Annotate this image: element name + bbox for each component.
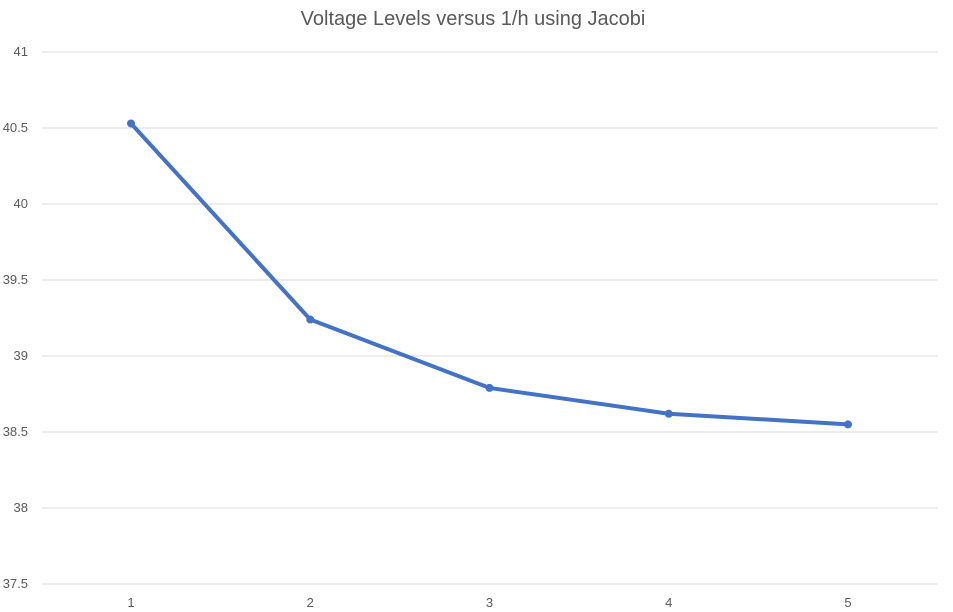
- y-tick-label: 38.5: [3, 424, 28, 439]
- y-tick-label: 37.5: [3, 576, 28, 591]
- data-point: [664, 409, 673, 418]
- y-tick-label: 41: [14, 44, 28, 59]
- data-point: [306, 315, 315, 324]
- y-tick-label: 40: [14, 196, 28, 211]
- y-tick-label: 40.5: [3, 120, 28, 135]
- x-tick-label: 5: [844, 595, 851, 610]
- chart-title: Voltage Levels versus 1/h using Jacobi: [301, 8, 646, 30]
- series-line: [129, 121, 850, 427]
- data-point: [127, 119, 135, 128]
- x-tick-label: 3: [486, 595, 493, 610]
- gridlines: [42, 51, 938, 585]
- series-group: [127, 119, 852, 429]
- x-axis-tick-labels: 1 2 3 4 5: [127, 595, 851, 610]
- y-tick-label: 39.5: [3, 272, 28, 287]
- x-tick-label: 1: [127, 595, 134, 610]
- x-tick-label: 2: [307, 595, 314, 610]
- data-point: [844, 420, 852, 429]
- y-tick-label: 39: [14, 348, 28, 363]
- y-axis-tick-labels: 37.5 38 38.5 39 39.5 40 40.5 41: [3, 44, 28, 591]
- data-point: [485, 383, 494, 392]
- x-tick-label: 4: [665, 595, 672, 610]
- y-tick-label: 38: [14, 500, 28, 515]
